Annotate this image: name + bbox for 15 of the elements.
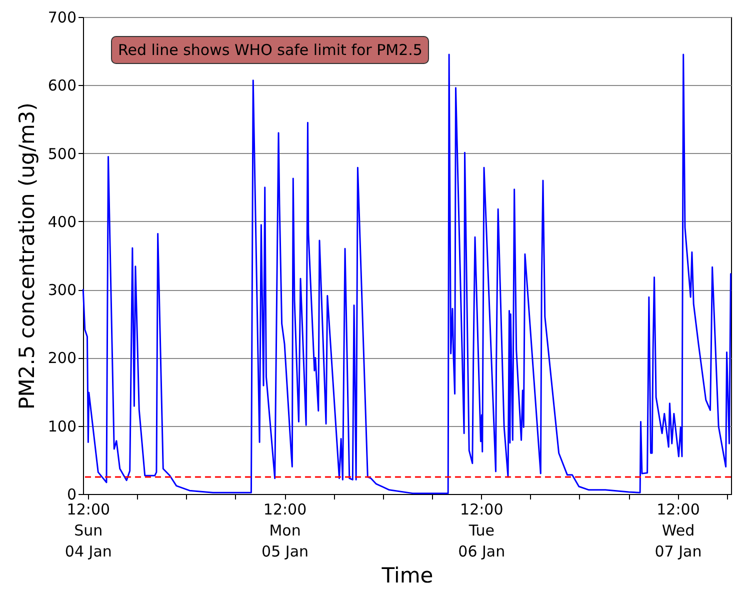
y-tick-label: 600 xyxy=(48,76,76,95)
x-tick-label: 12:00 Wed 07 Jan xyxy=(654,500,702,560)
y-axis-title: PM2.5 concentration (ug/m3) xyxy=(14,102,39,410)
y-tick-label: 100 xyxy=(48,417,76,436)
note-box: Red line shows WHO safe limit for PM2.5 xyxy=(111,36,430,64)
x-tick-label: 12:00 Sun 04 Jan xyxy=(64,500,112,560)
x-tick-label: 12:00 Tue 06 Jan xyxy=(458,500,506,560)
x-tick-label: 12:00 Mon 05 Jan xyxy=(262,500,309,560)
y-tick-label: 500 xyxy=(48,144,76,163)
y-tick-label: 200 xyxy=(48,349,76,368)
y-tick-label: 700 xyxy=(48,8,76,26)
x-axis-title: Time xyxy=(380,564,434,588)
y-tick-label: 0 xyxy=(66,486,76,504)
y-tick-label: 300 xyxy=(48,281,76,300)
y-tick-label: 400 xyxy=(48,212,76,231)
